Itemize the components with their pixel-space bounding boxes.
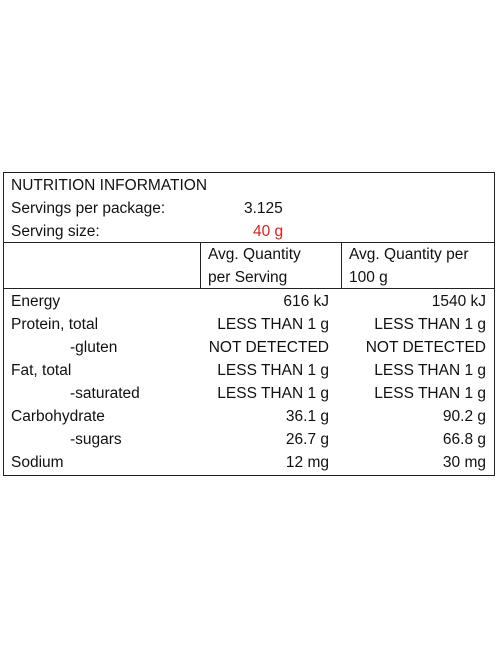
column-header-per-serving-line1: Avg. Quantity	[208, 246, 301, 263]
per-100g-value: LESS THAN 1 g	[374, 362, 486, 379]
panel-title: NUTRITION INFORMATION	[11, 177, 208, 194]
column-header-per-100g-line1: Avg. Quantity per	[349, 246, 469, 263]
per-serving-value: 616 kJ	[283, 293, 329, 310]
nutrient-label: Fat, total	[11, 362, 72, 379]
nutrient-row: Fat, total LESS THAN 1 g LESS THAN 1 g	[4, 359, 494, 382]
per-serving-value: LESS THAN 1 g	[217, 362, 329, 379]
per-100g-value: 90.2 g	[442, 408, 486, 425]
per-100g-value: 30 mg	[442, 454, 486, 471]
per-100g-value: 1540 kJ	[431, 293, 486, 310]
serving-size-value: 40 g	[253, 223, 284, 240]
column-divider-left	[200, 242, 201, 288]
nutrient-row: Energy 616 kJ 1540 kJ	[4, 290, 494, 313]
per-100g-value: LESS THAN 1 g	[374, 316, 486, 333]
per-serving-value: 26.7 g	[285, 431, 329, 448]
serving-size-row: Serving size: 40 g	[4, 220, 494, 243]
per-serving-value: NOT DETECTED	[208, 339, 329, 356]
nutrient-sub-label: -gluten	[70, 339, 118, 356]
header-divider	[4, 242, 494, 243]
servings-per-package-label: Servings per package:	[11, 200, 166, 217]
nutrient-label: Sodium	[11, 454, 64, 471]
per-100g-value: NOT DETECTED	[365, 339, 486, 356]
column-header-per-100g-line2: 100 g	[349, 269, 388, 286]
nutrient-row: -sugars 26.7 g 66.8 g	[4, 428, 494, 451]
nutrient-row: -saturated LESS THAN 1 g LESS THAN 1 g	[4, 382, 494, 405]
per-serving-value: LESS THAN 1 g	[217, 385, 329, 402]
nutrient-row: Protein, total LESS THAN 1 g LESS THAN 1…	[4, 313, 494, 336]
nutrition-panel: NUTRITION INFORMATION Servings per packa…	[3, 172, 495, 476]
serving-size-label: Serving size:	[11, 223, 100, 240]
nutrient-row: Sodium 12 mg 30 mg	[4, 451, 494, 474]
panel-title-row: NUTRITION INFORMATION	[4, 174, 494, 197]
column-header-per-serving-line2: per Serving	[208, 269, 288, 286]
column-header-per-serving: Avg. Quantity per Serving	[208, 243, 301, 289]
servings-per-package-value: 3.125	[244, 200, 283, 217]
per-serving-value: 36.1 g	[285, 408, 329, 425]
column-divider-right	[341, 242, 342, 288]
per-serving-value: LESS THAN 1 g	[217, 316, 329, 333]
nutrient-label: Energy	[11, 293, 61, 310]
nutrient-sub-label: -saturated	[70, 385, 140, 402]
servings-per-package-row: Servings per package: 3.125	[4, 197, 494, 220]
per-100g-value: 66.8 g	[442, 431, 486, 448]
per-serving-value: 12 mg	[285, 454, 329, 471]
per-100g-value: LESS THAN 1 g	[374, 385, 486, 402]
column-header-per-100g: Avg. Quantity per 100 g	[349, 243, 468, 289]
body-divider	[4, 288, 494, 289]
nutrient-label: Carbohydrate	[11, 408, 105, 425]
nutrient-sub-label: -sugars	[70, 431, 122, 448]
nutrient-row: Carbohydrate 36.1 g 90.2 g	[4, 405, 494, 428]
nutrient-row: -gluten NOT DETECTED NOT DETECTED	[4, 336, 494, 359]
nutrient-label: Protein, total	[11, 316, 99, 333]
